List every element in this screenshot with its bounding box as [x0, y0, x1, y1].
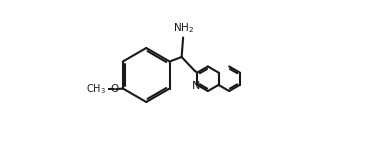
Text: NH$_2$: NH$_2$	[173, 21, 194, 35]
Text: O: O	[111, 84, 119, 94]
Text: CH$_3$: CH$_3$	[86, 82, 107, 96]
Text: N: N	[192, 81, 201, 91]
